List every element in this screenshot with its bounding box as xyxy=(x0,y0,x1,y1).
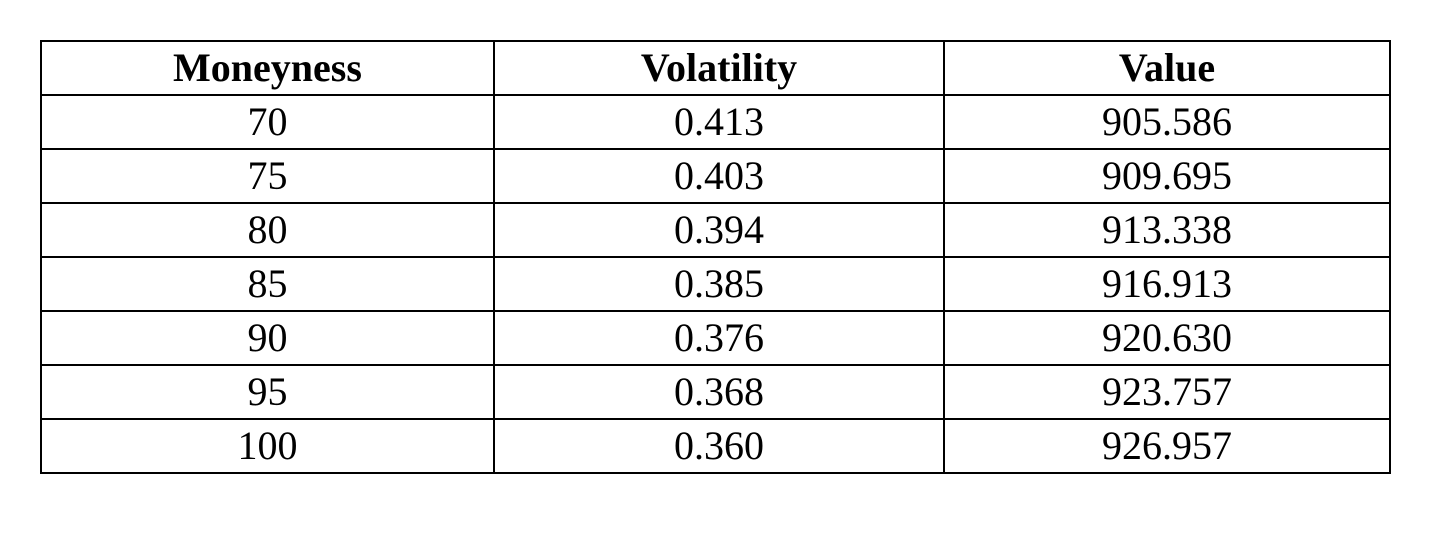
cell-volatility: 0.385 xyxy=(493,256,945,312)
cell-volatility: 0.394 xyxy=(493,202,945,258)
cell-moneyness: 85 xyxy=(40,256,495,312)
header-volatility: Volatility xyxy=(493,40,945,96)
cell-volatility: 0.360 xyxy=(493,418,945,474)
table-row: 75 0.403 909.695 xyxy=(40,148,1391,204)
cell-moneyness: 100 xyxy=(40,418,495,474)
table-row: 70 0.413 905.586 xyxy=(40,94,1391,150)
data-table: Moneyness Volatility Value 70 0.413 905.… xyxy=(40,40,1391,474)
table-row: 90 0.376 920.630 xyxy=(40,310,1391,366)
cell-volatility: 0.413 xyxy=(493,94,945,150)
cell-moneyness: 90 xyxy=(40,310,495,366)
table-row: 85 0.385 916.913 xyxy=(40,256,1391,312)
header-row: Moneyness Volatility Value xyxy=(40,40,1391,96)
cell-volatility: 0.403 xyxy=(493,148,945,204)
table-row: 95 0.368 923.757 xyxy=(40,364,1391,420)
header-moneyness: Moneyness xyxy=(40,40,495,96)
table-row: 80 0.394 913.338 xyxy=(40,202,1391,258)
table-header: Moneyness Volatility Value xyxy=(40,40,1391,96)
cell-value: 905.586 xyxy=(943,94,1391,150)
table-body: 70 0.413 905.586 75 0.403 909.695 80 0.3… xyxy=(40,94,1391,474)
cell-value: 909.695 xyxy=(943,148,1391,204)
table-row: 100 0.360 926.957 xyxy=(40,418,1391,474)
cell-moneyness: 80 xyxy=(40,202,495,258)
cell-volatility: 0.368 xyxy=(493,364,945,420)
cell-value: 913.338 xyxy=(943,202,1391,258)
cell-value: 923.757 xyxy=(943,364,1391,420)
cell-value: 916.913 xyxy=(943,256,1391,312)
cell-volatility: 0.376 xyxy=(493,310,945,366)
cell-moneyness: 75 xyxy=(40,148,495,204)
cell-value: 920.630 xyxy=(943,310,1391,366)
cell-value: 926.957 xyxy=(943,418,1391,474)
header-value: Value xyxy=(943,40,1391,96)
cell-moneyness: 70 xyxy=(40,94,495,150)
cell-moneyness: 95 xyxy=(40,364,495,420)
